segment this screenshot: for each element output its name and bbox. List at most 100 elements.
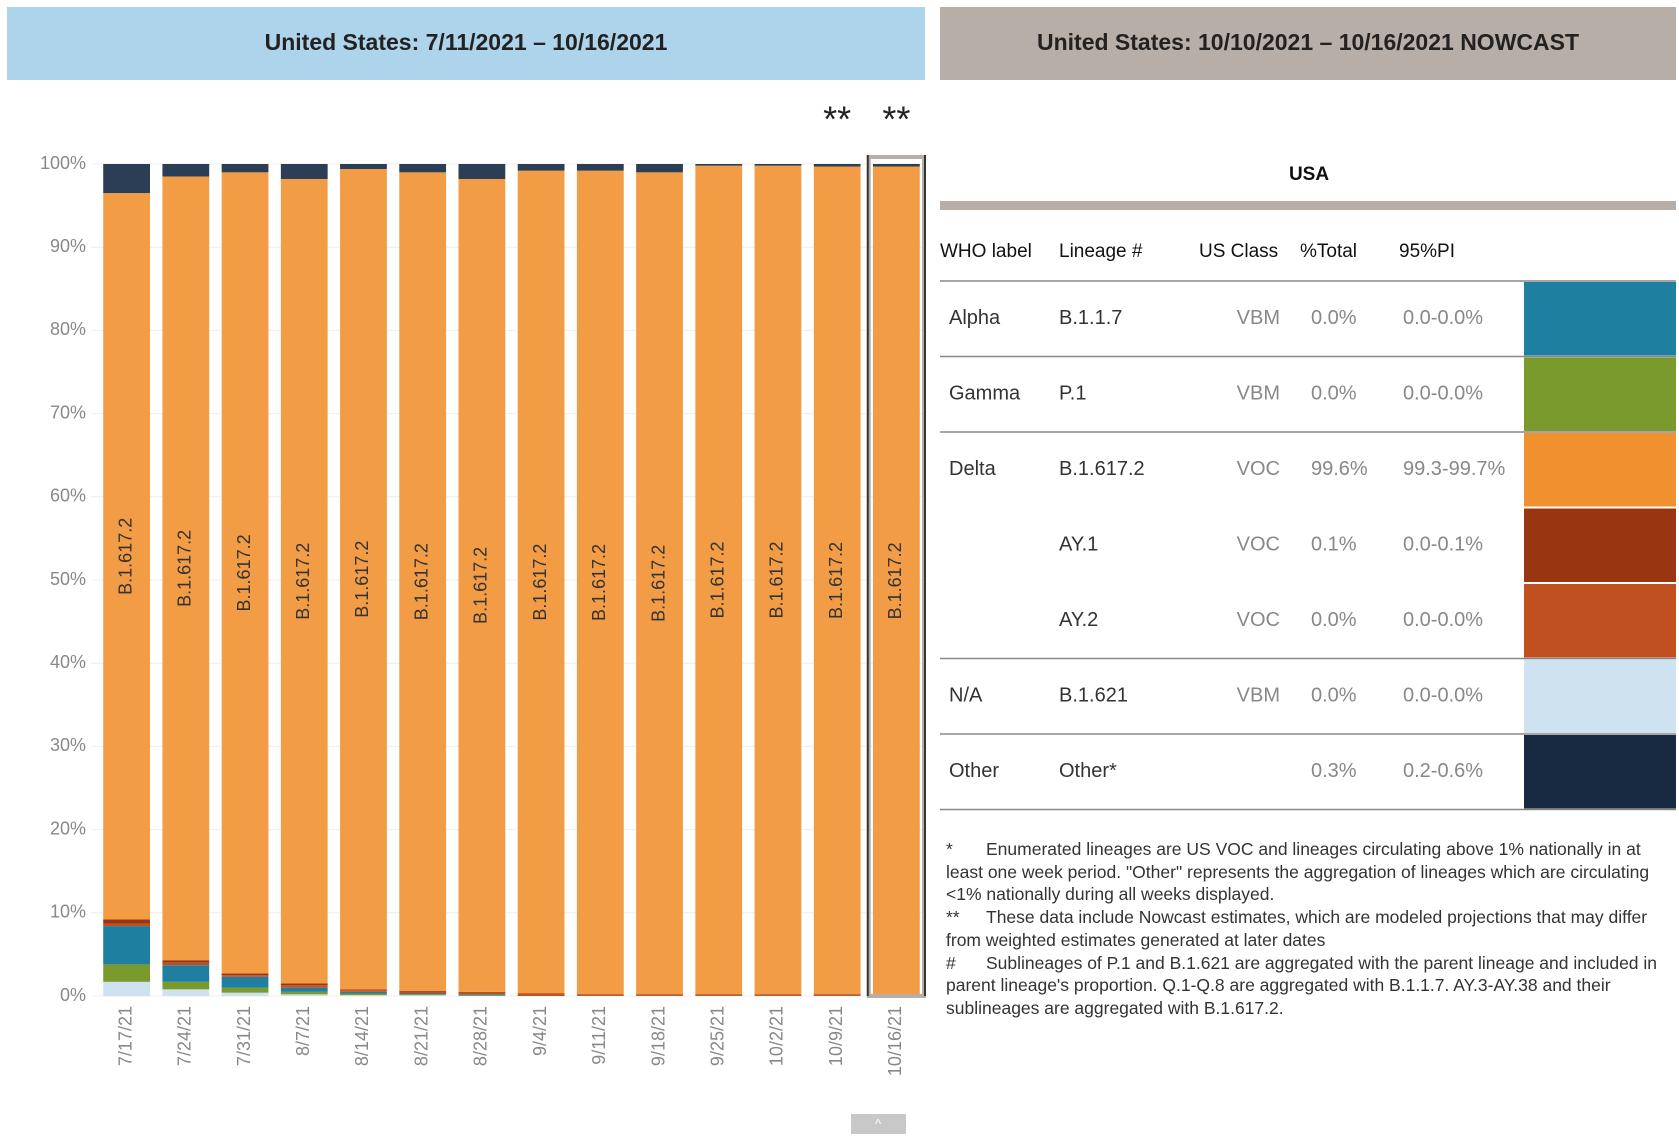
- x-tick-label: 7/31/21: [234, 1006, 254, 1066]
- swatch: [1524, 357, 1676, 431]
- cell-pi: 0.2-0.6%: [1403, 760, 1483, 782]
- bar-segment: [340, 995, 387, 996]
- bar-segment: [340, 990, 387, 992]
- bar-segment: [340, 164, 387, 169]
- note-mark: *: [946, 839, 953, 859]
- x-tick-label: 9/18/21: [648, 1006, 668, 1066]
- bar-segment: [162, 981, 210, 990]
- bar-segment: [280, 991, 328, 995]
- bar-segment: [280, 985, 328, 988]
- column-header: 95%PI: [1399, 241, 1455, 262]
- notes: * Enumerated lineages are US VOC and line…: [946, 838, 1671, 1020]
- bar-segment: [458, 991, 506, 993]
- y-tick-label: 0%: [60, 985, 86, 1005]
- note: ** These data include Nowcast estimates, …: [946, 906, 1671, 951]
- cell-total: 99.6%: [1311, 458, 1368, 480]
- bar-segment: [162, 989, 210, 996]
- bar-segment: [399, 995, 447, 996]
- bar-segment: [103, 193, 150, 920]
- y-tick-label: 10%: [50, 902, 86, 922]
- bar-segment: [280, 987, 328, 992]
- bar-segment: [458, 995, 506, 996]
- cell-total: 0.0%: [1311, 609, 1357, 631]
- y-tick-label: 90%: [50, 236, 86, 256]
- x-tick-label: 9/4/21: [530, 1006, 550, 1056]
- chart-title: United States: 7/11/2021 – 10/16/2021: [265, 29, 668, 55]
- swatch: [1524, 659, 1676, 733]
- cell-class: VOC: [1237, 534, 1280, 556]
- cell-total: 0.0%: [1311, 383, 1357, 405]
- bar-segment: [754, 994, 802, 996]
- bar-label: B.1.617.2: [885, 542, 905, 619]
- bar-segment: [280, 994, 328, 996]
- x-tick-label: 10/2/21: [767, 1006, 787, 1066]
- bar-segment: [576, 164, 624, 171]
- y-tick-label: 60%: [50, 486, 86, 506]
- cell-class: VBM: [1237, 383, 1280, 405]
- bar-segment: [458, 994, 506, 996]
- scroll-button[interactable]: [851, 1114, 906, 1134]
- cell-class: VOC: [1237, 458, 1280, 480]
- x-tick-label: 7/17/21: [115, 1006, 135, 1066]
- cell-lineage: B.1.1.7: [1059, 307, 1122, 329]
- bar-segment: [873, 166, 920, 996]
- cell-lineage: B.1.621: [1059, 685, 1128, 707]
- y-tick-label: 20%: [50, 818, 86, 838]
- cell-total: 0.0%: [1311, 685, 1357, 707]
- swatch: [1524, 282, 1676, 356]
- cell-total: 0.1%: [1311, 534, 1357, 556]
- x-tick-label: 8/7/21: [293, 1006, 313, 1056]
- bar-label: B.1.617.2: [175, 530, 195, 607]
- note-mark: **: [946, 907, 960, 928]
- bar-label: B.1.617.2: [589, 544, 609, 621]
- x-tick-label: 9/25/21: [708, 1006, 728, 1066]
- bar-segment: [221, 975, 269, 977]
- bar-segment: [340, 168, 387, 990]
- bar-segment: [517, 164, 565, 171]
- cell-total: 0.0%: [1311, 307, 1357, 329]
- bar-segment: [695, 164, 743, 166]
- bar-segment: [221, 976, 269, 988]
- who-label: N/A: [949, 685, 983, 707]
- bar-segment: [103, 926, 150, 965]
- bar-label: B.1.617.2: [411, 543, 431, 620]
- cell-total: 0.3%: [1311, 760, 1357, 782]
- bar-segment: [813, 995, 861, 996]
- cell-lineage: AY.2: [1059, 609, 1098, 631]
- column-header: Lineage #: [1059, 241, 1143, 262]
- bar-segment: [754, 165, 802, 995]
- bar-segment: [576, 995, 624, 996]
- bar-segment: [517, 994, 565, 996]
- bar-segment: [813, 994, 861, 996]
- bar-label: B.1.617.2: [234, 534, 254, 611]
- bar-label: B.1.617.2: [115, 518, 135, 595]
- cell-lineage: Other*: [1059, 760, 1117, 782]
- bar-segment: [458, 992, 506, 995]
- y-tick-label: 70%: [50, 402, 86, 422]
- scroll-button-label[interactable]: ^: [875, 1116, 882, 1131]
- cell-class: VBM: [1237, 307, 1280, 329]
- cell-class: VBM: [1237, 685, 1280, 707]
- bar-segment: [162, 960, 210, 963]
- title-rule: [940, 201, 1676, 210]
- bar-segment: [813, 166, 861, 995]
- x-tick-label: 9/11/21: [589, 1006, 609, 1065]
- y-tick-label: 50%: [50, 569, 86, 589]
- left-header-bg: [7, 7, 925, 80]
- bar-segment: [458, 164, 506, 179]
- x-tick-label: 8/28/21: [471, 1006, 491, 1066]
- bar-segment: [162, 962, 210, 966]
- bar-segment: [754, 995, 802, 996]
- bar-label: B.1.617.2: [708, 541, 728, 618]
- note-text: Enumerated lineages are US VOC and linea…: [946, 839, 1650, 905]
- x-tick-label: 8/21/21: [411, 1006, 431, 1066]
- bar-segment: [399, 991, 447, 992]
- bar-segment: [340, 989, 387, 991]
- bar-segment: [221, 172, 269, 974]
- cell-pi: 0.0-0.0%: [1403, 685, 1483, 707]
- annotation: **: [823, 99, 851, 140]
- annotation: **: [882, 99, 910, 140]
- bar-segment: [162, 965, 210, 982]
- bar-segment: [103, 981, 150, 996]
